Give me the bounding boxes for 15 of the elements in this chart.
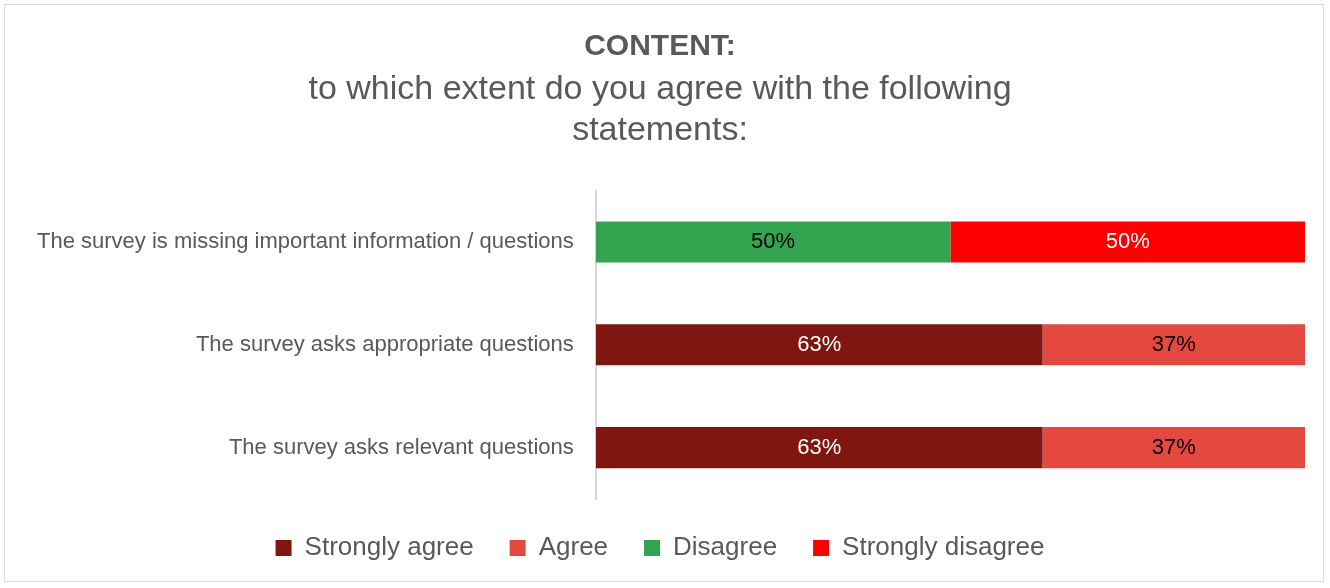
data-label: 50% [751,228,796,254]
legend-label: Agree [538,531,609,562]
data-label: 37% [1151,330,1196,356]
data-label: 37% [1151,433,1196,459]
legend-label: Strongly disagree [842,531,1045,562]
y-tick-label: The survey asks appropriate questions [195,330,574,356]
data-label: 63% [797,330,842,356]
y-tick-label: The survey is missing important information / questions [37,228,574,254]
legend-label: Disagree [673,531,778,562]
data-label: 50% [1105,228,1150,254]
chart-title: CONTENT: [584,28,736,62]
legend-label: Strongly agree [304,531,474,562]
data-label: 63% [797,433,842,459]
y-tick-label: The survey asks relevant questions [228,433,574,459]
chart-subtitle: to which extent do you agree with the following statements: [308,67,1012,147]
